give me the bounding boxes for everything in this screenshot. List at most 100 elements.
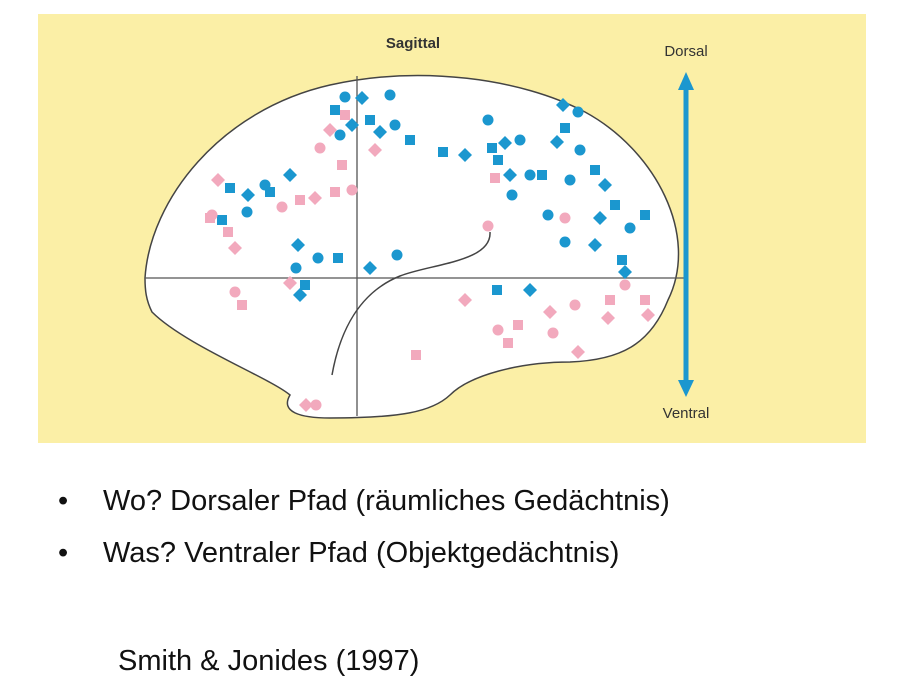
activation-point [229, 286, 241, 298]
activation-point [487, 143, 497, 153]
activation-point [293, 288, 307, 302]
activation-point [299, 398, 313, 412]
activation-point [492, 285, 502, 295]
activation-point [542, 209, 554, 221]
activation-point [384, 89, 396, 101]
activation-point [241, 206, 253, 218]
bullet-item: • Was? Ventraler Pfad (Objektgedächtnis) [58, 537, 620, 569]
activation-point [346, 184, 358, 196]
activation-point [641, 308, 655, 322]
activation-point [211, 173, 225, 187]
activation-point [550, 135, 564, 149]
activation-point [405, 135, 415, 145]
activation-point [308, 191, 322, 205]
activation-point [513, 320, 523, 330]
activation-point [493, 155, 503, 165]
activation-point [560, 123, 570, 133]
activation-point [572, 106, 584, 118]
activation-point [458, 148, 472, 162]
activation-point [330, 187, 340, 197]
activation-point [564, 174, 576, 186]
sulcus [331, 231, 491, 376]
activation-point [265, 187, 275, 197]
activation-point [569, 299, 581, 311]
activation-point [365, 115, 375, 125]
activation-point [337, 160, 347, 170]
activation-point [571, 345, 585, 359]
bullet-text: Was? Ventraler Pfad (Objektgedächtnis) [103, 537, 620, 569]
bullet-item: • Wo? Dorsaler Pfad (räumliches Gedächtni… [58, 485, 670, 517]
activation-point [300, 280, 310, 290]
activation-point [640, 210, 650, 220]
activation-point [237, 300, 247, 310]
figure: Sagittal Dorsal Ventral [38, 14, 866, 443]
activation-point [312, 252, 324, 264]
ventral-label: Ventral [663, 405, 710, 422]
activation-point [619, 279, 631, 291]
activation-point [217, 215, 227, 225]
activation-point [391, 249, 403, 261]
arrow-head-down [678, 380, 694, 397]
activation-point [389, 119, 401, 131]
activation-point [590, 165, 600, 175]
activation-points [205, 89, 655, 412]
activation-point [598, 178, 612, 192]
activation-point [363, 261, 377, 275]
activation-point [345, 118, 359, 132]
activation-point [482, 114, 494, 126]
activation-point [506, 189, 518, 201]
activation-point [373, 125, 387, 139]
activation-point [610, 200, 620, 210]
activation-point [524, 169, 536, 181]
activation-point [339, 91, 351, 103]
activation-point [640, 295, 650, 305]
activation-point [490, 173, 500, 183]
activation-point [593, 211, 607, 225]
activation-point [605, 295, 615, 305]
activation-point [340, 110, 350, 120]
activation-point [241, 188, 255, 202]
activation-point [223, 227, 233, 237]
activation-point [283, 276, 297, 290]
activation-point [503, 338, 513, 348]
activation-point [547, 327, 559, 339]
activation-point [617, 255, 627, 265]
activation-point [618, 265, 632, 279]
activation-point [537, 170, 547, 180]
activation-point [492, 324, 504, 336]
activation-point [543, 305, 557, 319]
activation-point [503, 168, 517, 182]
activation-point [314, 142, 326, 154]
activation-point [458, 293, 472, 307]
activation-point [574, 144, 586, 156]
activation-point [323, 123, 337, 137]
activation-point [601, 311, 615, 325]
activation-point [411, 350, 421, 360]
activation-point [482, 220, 494, 232]
activation-point [523, 283, 537, 297]
activation-point [624, 222, 636, 234]
brain-outline [144, 74, 680, 419]
activation-point [559, 236, 571, 248]
activation-point [283, 168, 297, 182]
activation-point [225, 183, 235, 193]
activation-point [276, 201, 288, 213]
activation-point [333, 253, 343, 263]
dorsal-label: Dorsal [664, 43, 707, 60]
activation-point [330, 105, 340, 115]
activation-point [514, 134, 526, 146]
activation-point [559, 212, 571, 224]
activation-point [205, 213, 215, 223]
activation-point [355, 91, 369, 105]
citation: Smith & Jonides (1997) [118, 645, 420, 677]
activation-point [295, 195, 305, 205]
activation-point [556, 98, 570, 112]
activation-point [291, 238, 305, 252]
activation-point [310, 399, 322, 411]
bullet-text: Wo? Dorsaler Pfad (räumliches Gedächtnis… [103, 485, 670, 517]
activation-point [228, 241, 242, 255]
activation-point [438, 147, 448, 157]
activation-point [498, 136, 512, 150]
activation-point [588, 238, 602, 252]
